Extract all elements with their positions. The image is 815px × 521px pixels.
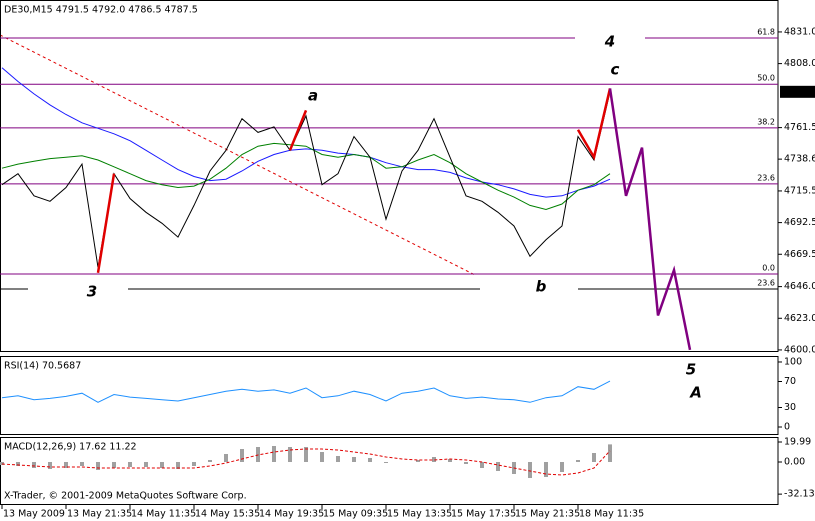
series-line [1,448,611,476]
series-line [1,67,611,198]
histogram-bar [96,462,100,470]
histogram-bar [384,462,388,463]
histogram-bar [192,462,196,466]
histogram-bar [240,449,244,462]
series-line [1,380,611,403]
y-tick-label: 4623.0 [784,313,815,324]
x-tick-label: 15 May 13:35 [387,509,452,520]
fib-level-label: 61.8 [757,27,775,36]
wave-label: c [611,61,620,79]
y-tick-label: 4600.0 [784,344,815,355]
histogram-bar [560,462,564,472]
footer: X-Trader, © 2001-2009 MetaQuotes Softwar… [4,491,247,502]
y-tick-label: 4808.0 [784,58,815,69]
histogram-bar [448,459,452,462]
panel-frame [0,0,779,352]
panel-frame [0,356,779,435]
histogram-bar [112,462,116,468]
histogram-bar [416,460,420,462]
wave-label: b [536,278,547,296]
histogram-bar [304,447,308,462]
histogram-bar [608,444,612,462]
histogram-bar [368,458,372,462]
histogram-bar [464,462,468,464]
histogram-bar [496,462,500,471]
panel-frame [0,437,779,505]
wave-label: A [689,384,702,402]
last-price-label: 4787.5 [783,86,815,97]
histogram-bar [144,462,148,467]
fib-level-label: 50.0 [757,74,775,83]
label-backdrop [575,32,645,52]
histogram-bar [32,462,36,468]
x-tick-label: 15 May 21:35 [515,509,580,520]
histogram-bar [288,447,292,462]
wave-label: 3 [87,283,97,301]
y-tick-label: 19.99 [784,437,811,448]
histogram-bar [176,462,180,469]
y-tick-label: 0.00 [784,457,805,468]
y-tick-label: 4669.5 [784,249,815,260]
label-backdrop [480,280,578,296]
y-tick-label: 4738.6 [784,154,815,165]
y-tick-label: -32.13 [784,489,815,500]
series-line [1,142,611,211]
histogram-bar [48,462,52,469]
histogram-bar [208,460,212,462]
x-tick-label: 15 May 09:35 [323,509,388,520]
x-tick-label: 14 May 11:35 [131,509,196,520]
label-backdrop [28,282,128,300]
y-tick-label: 4692.5 [784,217,815,228]
histogram-bar [0,462,4,465]
y-tick-label: 0 [784,422,790,433]
histogram-bar [16,462,20,466]
y-tick-label: 4831.0 [784,26,815,37]
panel-title: RSI(14) 70.5687 [4,361,81,372]
y-tick-label: 4761.5 [784,122,815,133]
series-line [96,88,612,273]
y-tick-label: 4715.5 [784,185,815,196]
fib-level-label: 0.0 [762,263,775,272]
fib-level-label: 38.2 [757,117,775,126]
histogram-bar [528,462,532,478]
x-tick-label: 13 May 21:35 [67,509,132,520]
y-tick-label: 70 [784,376,796,387]
wave-label: a [308,87,318,105]
histogram-bar [480,462,484,468]
y-tick-label: 30 [784,402,796,413]
wave-label: 5 [686,361,696,379]
x-tick-label: 14 May 15:35 [195,509,260,520]
fib-level-label: 23.6 [757,278,775,287]
y-tick-label: 100 [784,356,802,367]
histogram-bar [64,462,68,468]
last-price-box [780,85,815,98]
histogram-bar [432,457,436,462]
histogram-bar [320,452,324,462]
x-tick-label: 14 May 19:35 [259,509,324,520]
histogram-bar [576,460,580,462]
wave-label: 4 [604,33,615,51]
panel-title: DE30,M15 4791.5 4792.0 4786.5 4787.5 [4,5,198,16]
panel-title: MACD(12,26,9) 17.62 11.22 [4,442,137,453]
histogram-bar [352,457,356,462]
fib-level-label: 23.6 [757,173,775,182]
histogram-bar [160,462,164,468]
series-line [608,88,692,351]
x-tick-label: 13 May 2009 [3,509,65,520]
histogram-bar [272,446,276,462]
histogram-bar [128,462,132,467]
histogram-bar [592,453,596,462]
histogram-bar [544,462,548,477]
histogram-bar [336,456,340,462]
trendline [0,34,476,276]
histogram-bar [80,462,84,466]
histogram-bar [224,454,228,462]
x-tick-label: 15 May 17:35 [451,509,516,520]
x-tick-label: 18 May 11:35 [579,509,644,520]
y-tick-label: 4646.0 [784,281,815,292]
